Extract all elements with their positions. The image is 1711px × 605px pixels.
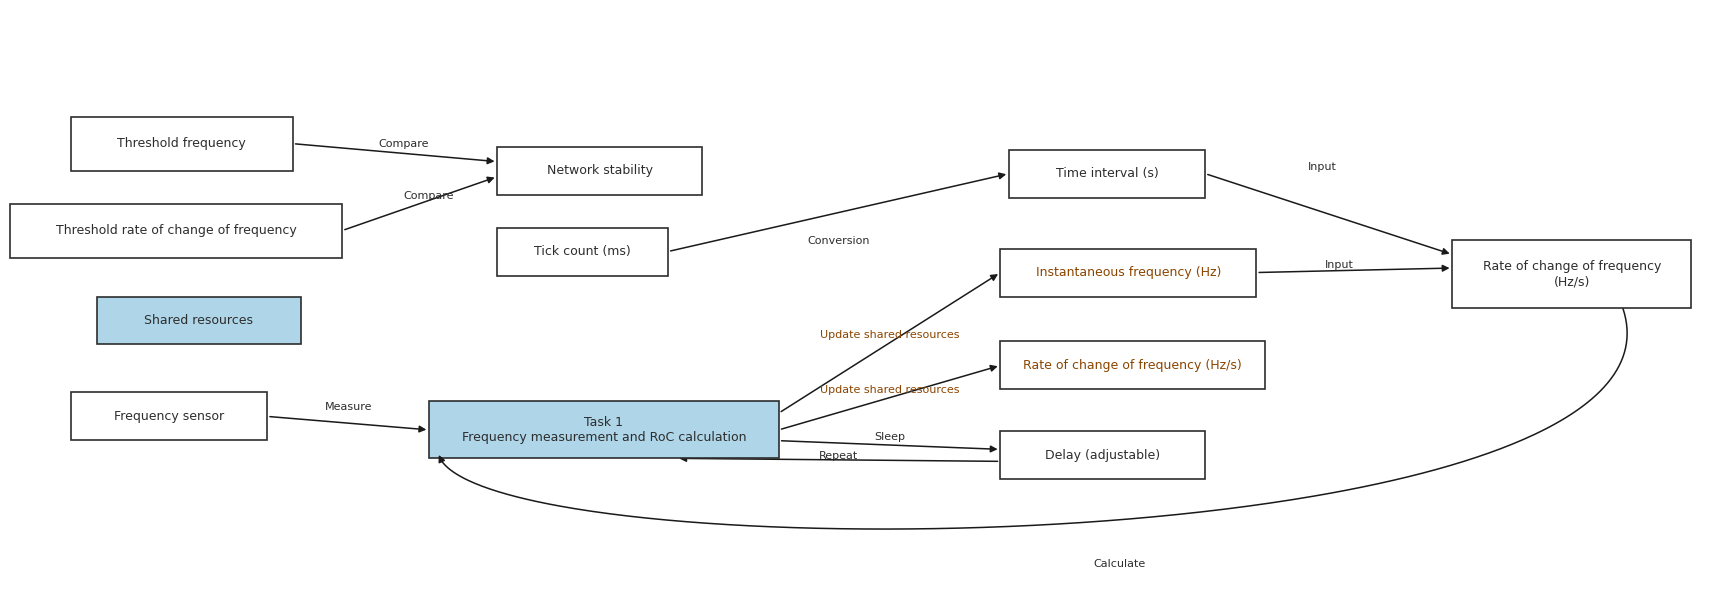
Text: Calculate: Calculate	[1093, 559, 1146, 569]
Text: Rate of change of frequency (Hz/s): Rate of change of frequency (Hz/s)	[1023, 359, 1242, 372]
FancyBboxPatch shape	[498, 146, 702, 195]
Text: Sleep: Sleep	[874, 432, 905, 442]
FancyBboxPatch shape	[1001, 249, 1256, 296]
FancyBboxPatch shape	[1001, 431, 1205, 479]
FancyBboxPatch shape	[1009, 149, 1205, 198]
FancyBboxPatch shape	[498, 227, 667, 275]
Text: Input: Input	[1324, 260, 1353, 270]
Text: Tick count (ms): Tick count (ms)	[534, 245, 631, 258]
FancyBboxPatch shape	[96, 296, 301, 344]
Text: Network stability: Network stability	[548, 164, 652, 177]
Text: Compare: Compare	[404, 191, 453, 201]
Text: Rate of change of frequency
(Hz/s): Rate of change of frequency (Hz/s)	[1483, 260, 1661, 288]
FancyBboxPatch shape	[10, 204, 342, 258]
Text: Measure: Measure	[325, 402, 371, 411]
Text: Repeat: Repeat	[820, 451, 859, 461]
Text: Frequency sensor: Frequency sensor	[115, 410, 224, 423]
Text: Instantaneous frequency (Hz): Instantaneous frequency (Hz)	[1035, 266, 1222, 279]
Text: Compare: Compare	[378, 139, 429, 149]
Text: Delay (adjustable): Delay (adjustable)	[1045, 449, 1160, 462]
Text: Threshold frequency: Threshold frequency	[118, 137, 246, 150]
FancyBboxPatch shape	[429, 401, 779, 459]
FancyBboxPatch shape	[70, 393, 267, 440]
Text: Update shared resources: Update shared resources	[820, 385, 960, 394]
FancyBboxPatch shape	[1453, 240, 1690, 309]
Text: Task 1
Frequency measurement and RoC calculation: Task 1 Frequency measurement and RoC cal…	[462, 416, 746, 444]
Text: Threshold rate of change of frequency: Threshold rate of change of frequency	[55, 224, 296, 237]
Text: Update shared resources: Update shared resources	[820, 330, 960, 340]
FancyBboxPatch shape	[70, 117, 293, 171]
Text: Conversion: Conversion	[808, 235, 869, 246]
FancyBboxPatch shape	[1001, 341, 1264, 390]
Text: Shared resources: Shared resources	[144, 314, 253, 327]
Text: Time interval (s): Time interval (s)	[1056, 167, 1158, 180]
Text: Input: Input	[1307, 162, 1336, 172]
